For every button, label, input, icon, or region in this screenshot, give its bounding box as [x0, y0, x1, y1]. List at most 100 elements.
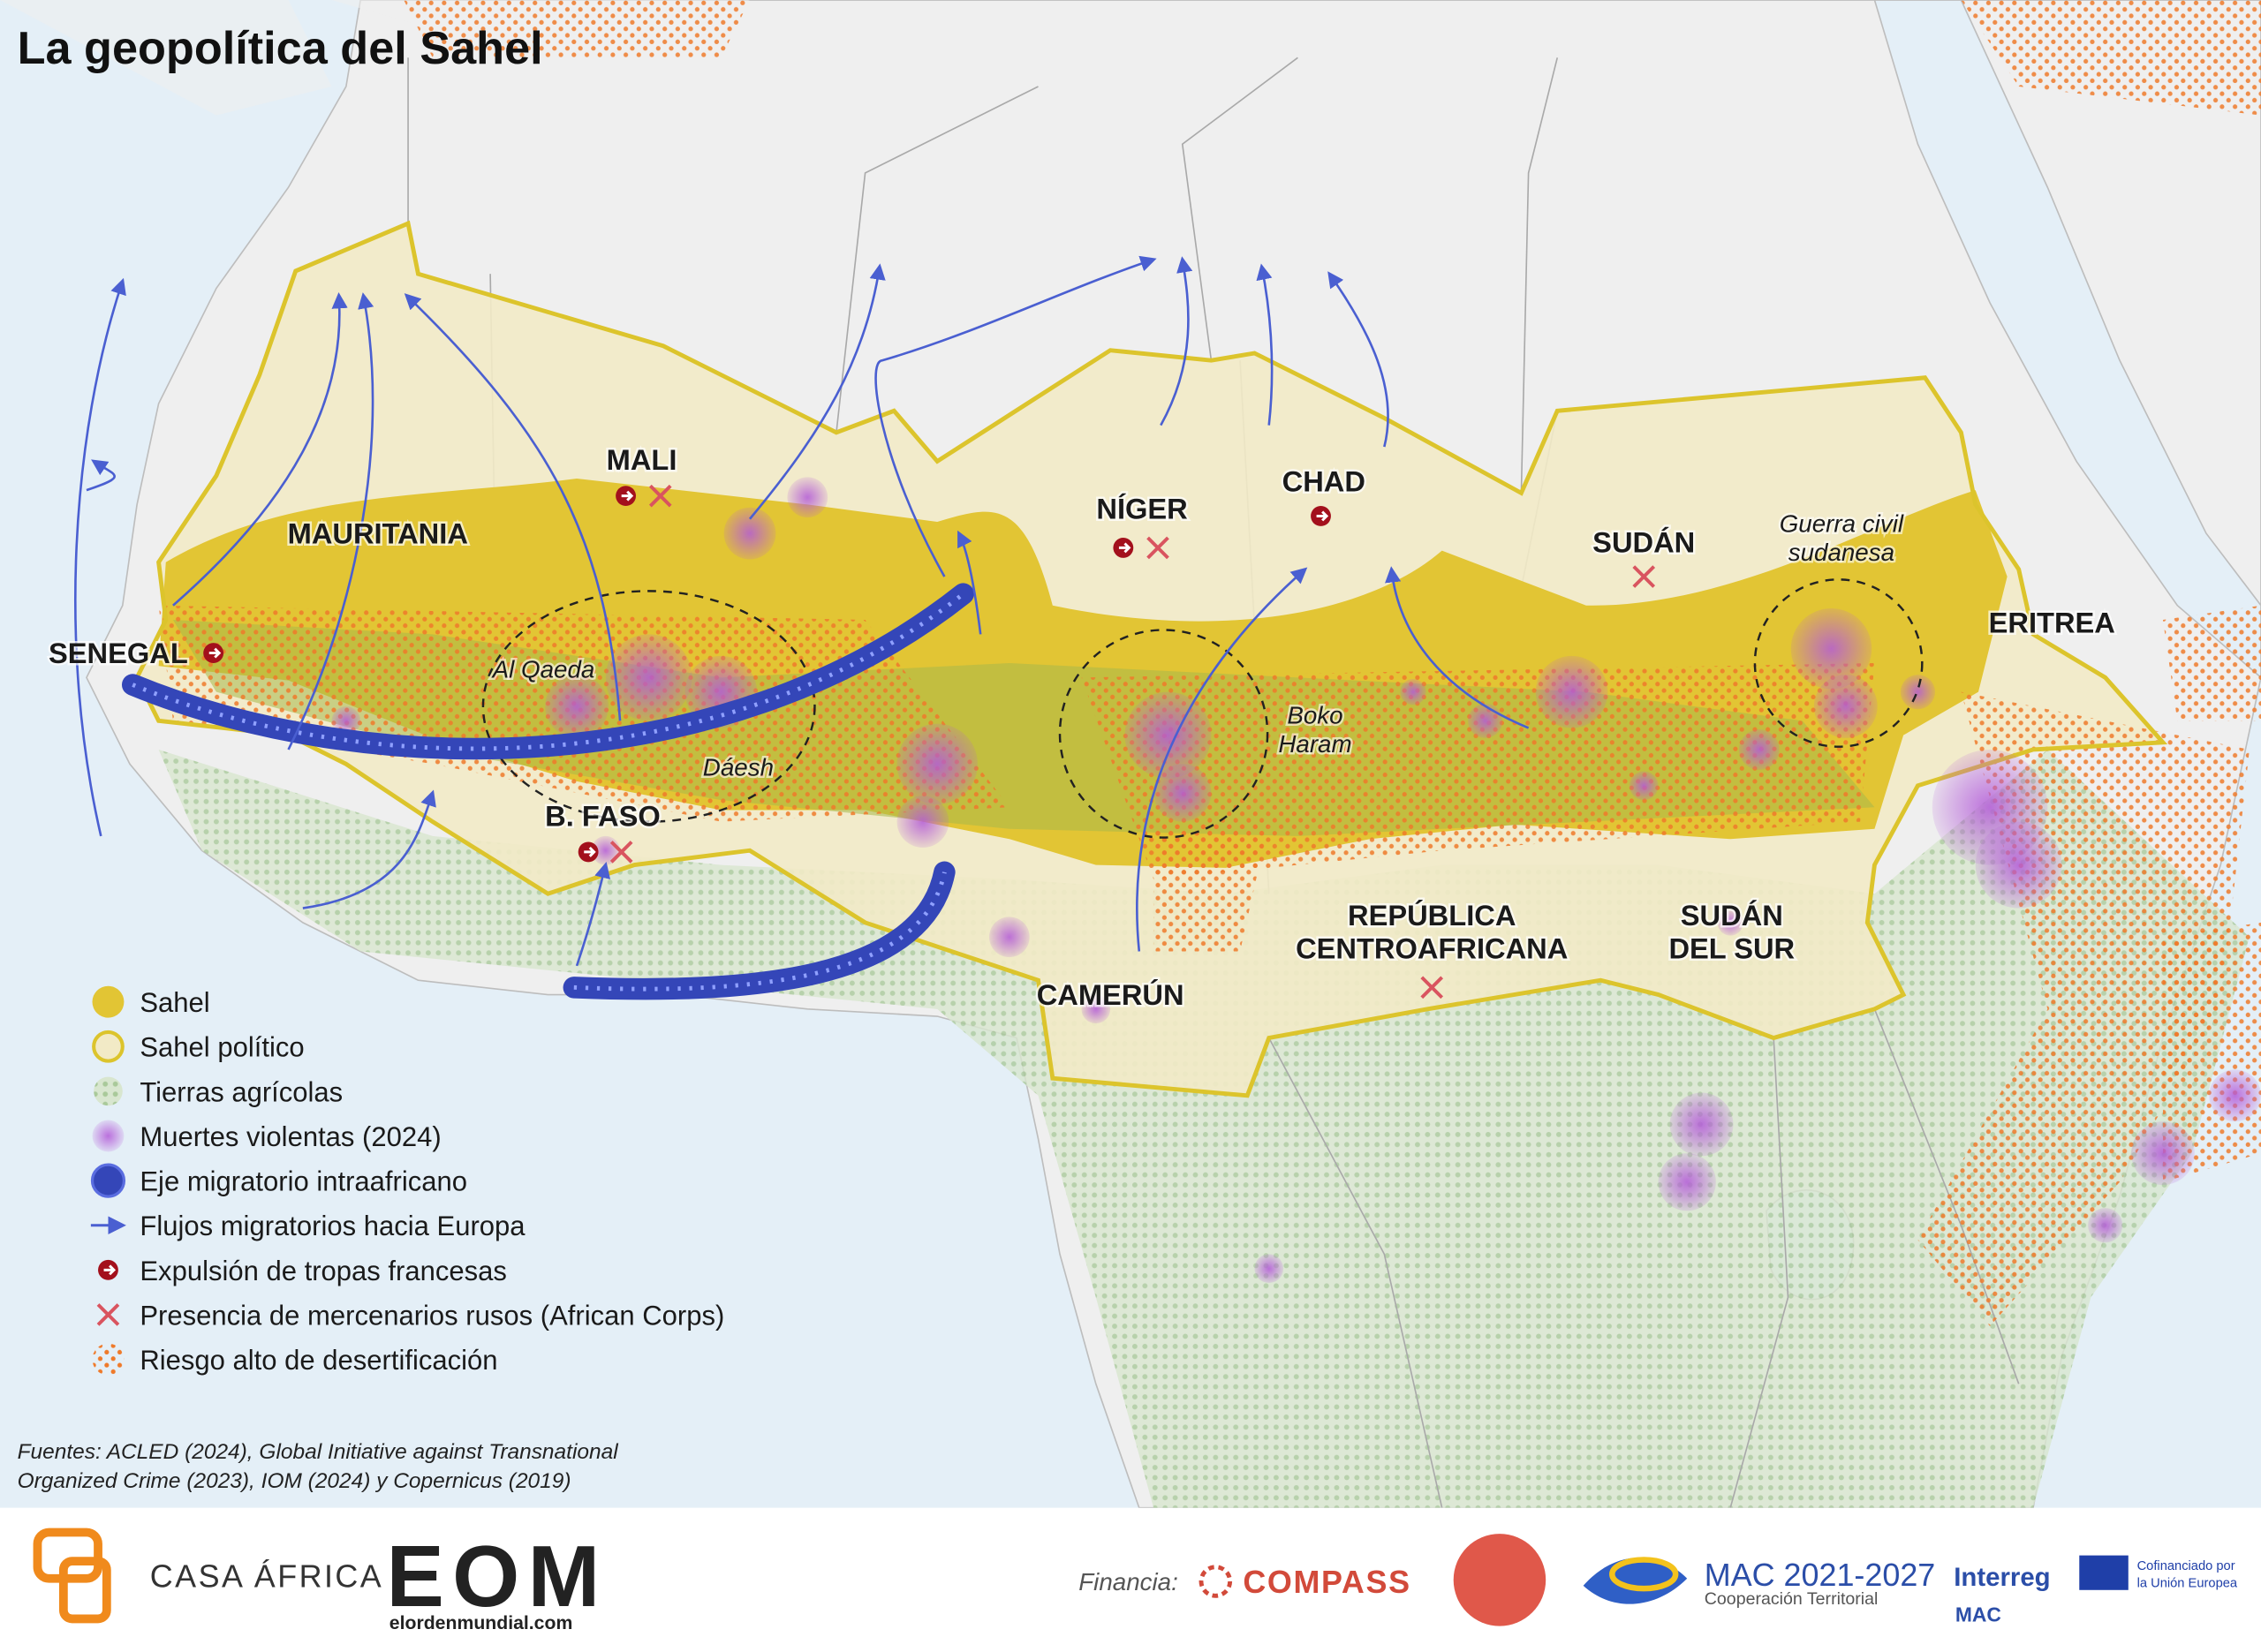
violent-deaths [896, 796, 949, 848]
violent-deaths [1081, 994, 1111, 1024]
country-label: SUDÁN [1592, 525, 1695, 558]
violent-deaths [605, 634, 692, 721]
country-label: DEL SUR [1668, 932, 1795, 965]
europe-flow [287, 292, 374, 751]
french-expulsion-arrow [1316, 510, 1329, 522]
europe-flow [404, 293, 622, 721]
violent-deaths [1400, 678, 1426, 705]
map-labels: La geopolítica del Sahel MALI MAURITANIA SE… [0, 23, 2261, 1652]
europe-flow [874, 255, 1157, 577]
french-expulsion-arrow [103, 1264, 117, 1276]
border [836, 86, 1039, 433]
conflict-zone [1058, 629, 1269, 839]
violent-deaths [1468, 703, 1503, 738]
legend-label: Muertes violentas (2024) [140, 1121, 441, 1152]
country-label: CENTROAFRICANA [1296, 932, 1568, 965]
violent-deaths [1124, 691, 1212, 779]
legend-label: Riesgo alto de desertificación [140, 1345, 497, 1376]
europe-flow [302, 789, 436, 909]
interreg: Interreg [1954, 1563, 2050, 1592]
round-logo [1453, 1534, 1546, 1626]
violent-deaths [1669, 1092, 1734, 1157]
legend-swatch-political [92, 1030, 125, 1063]
annotation-label: sudanesa [1788, 539, 1894, 566]
violent-deaths [1738, 729, 1780, 770]
desertification-risk [1081, 663, 1875, 879]
desertification-risk [1961, 0, 2261, 116]
europe-flow [957, 530, 982, 635]
eu-text: Cofinanciado por [2137, 1559, 2235, 1573]
legend-label: Sahel [140, 987, 209, 1018]
migration-axis-dots [132, 592, 965, 751]
russian-mercenaries-icon [1146, 536, 1169, 560]
border [1268, 1037, 1443, 1508]
legend-label: Expulsión de tropas francesas [140, 1256, 507, 1286]
europe-flow [575, 862, 611, 967]
russian-mercenaries-icon [96, 1303, 120, 1326]
violent-deaths [1535, 655, 1608, 728]
violent-deaths [1813, 675, 1878, 738]
violent-deaths [2209, 1069, 2261, 1122]
country-label: MALI [607, 443, 677, 476]
violent-deaths [723, 507, 776, 560]
europe-flow [1136, 567, 1308, 952]
russian-mercenaries-icon [648, 484, 672, 508]
mac-sub: Cooperación Territorial [1705, 1589, 1879, 1609]
desertification-risk [404, 0, 750, 58]
eom-url: elordenmundial.com [389, 1613, 573, 1633]
violent-deaths [787, 477, 828, 518]
violent-deaths [1717, 909, 1743, 936]
violent-deaths [331, 705, 361, 735]
violent-deaths [989, 917, 1030, 958]
eu-flag [2079, 1555, 2129, 1590]
europe-flow [74, 277, 126, 837]
french-expulsion-arrow [208, 647, 222, 659]
french-expulsion-arrow [621, 490, 634, 502]
legend-label: Sahel político [140, 1032, 304, 1063]
annotation-label: Al Qaeda [491, 655, 595, 683]
country-label: CAMERÚN [1037, 978, 1184, 1011]
map-title: La geopolítica del Sahel [18, 23, 543, 74]
french-expulsion-arrow [1118, 542, 1131, 554]
europe-flow [86, 459, 116, 492]
legend-swatch-axis [90, 1163, 126, 1198]
financia: Financia: [1078, 1568, 1178, 1595]
eom-logo: EOM [387, 1528, 601, 1625]
political-sahel-border [134, 220, 2168, 1098]
europe-flow [1160, 256, 1193, 426]
desertification-risk [1153, 821, 1269, 952]
country-label: ERITREA [1989, 607, 2115, 639]
annotation-label: Boko [1287, 702, 1342, 729]
legend-label: Flujos migratorios hacia Europa [140, 1211, 526, 1241]
legend-label: Eje migratorio intraafricano [140, 1166, 467, 1197]
annotation-label: Dáesh [703, 753, 774, 781]
legend-swatch-agri [94, 1076, 123, 1106]
europe-flow [172, 292, 348, 607]
french-expulsion-arrow [584, 846, 596, 857]
country-label: SENEGAL [49, 637, 188, 669]
europe-flow [748, 263, 886, 520]
russian-mercenaries-icon [609, 841, 633, 864]
violent-deaths [1975, 821, 2062, 909]
legend-swatch-deaths [92, 1120, 125, 1152]
annotation-label: Guerra civil [1780, 509, 1904, 537]
annotation-label: Haram [1278, 730, 1351, 758]
violent-deaths [1900, 675, 1936, 710]
compass: COMPASS [1243, 1564, 1410, 1600]
violent-deaths [896, 723, 978, 805]
compass-icon [1199, 1565, 1233, 1598]
legend-swatch-sahel [92, 985, 125, 1018]
violent-deaths [2088, 1208, 2123, 1243]
violent-deaths [1629, 771, 1659, 801]
country-label: SUDÁN [1681, 899, 1783, 932]
country-label: B. FASO [545, 800, 661, 833]
sources-note: Organized Crime (2023), IOM (2024) y Cop… [18, 1469, 571, 1493]
conflict-zone [481, 590, 816, 823]
interreg-sub: MAC [1955, 1603, 2001, 1626]
north-shore [0, 0, 332, 116]
violent-deaths [1790, 607, 1872, 690]
map-layers [0, 0, 2261, 1509]
legend-label: Presencia de mercenarios rusos (African … [140, 1300, 724, 1331]
sources-note: Fuentes: ACLED (2024), Global Initiative… [18, 1440, 619, 1464]
